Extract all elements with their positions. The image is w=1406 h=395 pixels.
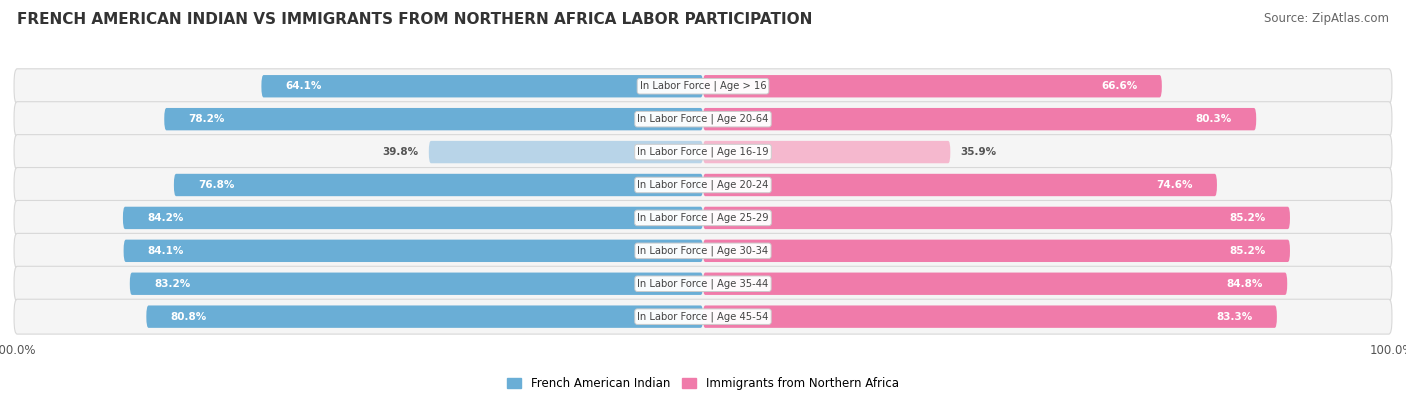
FancyBboxPatch shape bbox=[703, 305, 1277, 328]
FancyBboxPatch shape bbox=[14, 233, 1392, 268]
Text: In Labor Force | Age 30-34: In Labor Force | Age 30-34 bbox=[637, 246, 769, 256]
FancyBboxPatch shape bbox=[14, 266, 1392, 301]
Text: 84.1%: 84.1% bbox=[148, 246, 184, 256]
Text: 83.3%: 83.3% bbox=[1216, 312, 1253, 322]
FancyBboxPatch shape bbox=[174, 174, 703, 196]
Text: 66.6%: 66.6% bbox=[1101, 81, 1137, 91]
Text: 84.2%: 84.2% bbox=[148, 213, 183, 223]
FancyBboxPatch shape bbox=[703, 207, 1289, 229]
Text: In Labor Force | Age 45-54: In Labor Force | Age 45-54 bbox=[637, 311, 769, 322]
FancyBboxPatch shape bbox=[703, 108, 1256, 130]
Text: In Labor Force | Age 20-24: In Labor Force | Age 20-24 bbox=[637, 180, 769, 190]
FancyBboxPatch shape bbox=[14, 69, 1392, 103]
FancyBboxPatch shape bbox=[129, 273, 703, 295]
Text: Source: ZipAtlas.com: Source: ZipAtlas.com bbox=[1264, 12, 1389, 25]
FancyBboxPatch shape bbox=[146, 305, 703, 328]
Text: 78.2%: 78.2% bbox=[188, 114, 225, 124]
Legend: French American Indian, Immigrants from Northern Africa: French American Indian, Immigrants from … bbox=[502, 372, 904, 395]
Text: In Labor Force | Age 20-64: In Labor Force | Age 20-64 bbox=[637, 114, 769, 124]
FancyBboxPatch shape bbox=[703, 273, 1288, 295]
Text: 80.3%: 80.3% bbox=[1197, 114, 1232, 124]
FancyBboxPatch shape bbox=[14, 299, 1392, 334]
Text: 83.2%: 83.2% bbox=[153, 279, 190, 289]
Text: 85.2%: 85.2% bbox=[1230, 246, 1265, 256]
Text: In Labor Force | Age 16-19: In Labor Force | Age 16-19 bbox=[637, 147, 769, 157]
FancyBboxPatch shape bbox=[703, 141, 950, 163]
FancyBboxPatch shape bbox=[165, 108, 703, 130]
Text: 85.2%: 85.2% bbox=[1230, 213, 1265, 223]
Text: In Labor Force | Age 35-44: In Labor Force | Age 35-44 bbox=[637, 278, 769, 289]
FancyBboxPatch shape bbox=[14, 102, 1392, 137]
FancyBboxPatch shape bbox=[429, 141, 703, 163]
Text: 64.1%: 64.1% bbox=[285, 81, 322, 91]
Text: 84.8%: 84.8% bbox=[1226, 279, 1263, 289]
FancyBboxPatch shape bbox=[703, 240, 1289, 262]
FancyBboxPatch shape bbox=[262, 75, 703, 98]
FancyBboxPatch shape bbox=[14, 200, 1392, 235]
Text: 80.8%: 80.8% bbox=[170, 312, 207, 322]
FancyBboxPatch shape bbox=[14, 167, 1392, 202]
Text: 35.9%: 35.9% bbox=[960, 147, 997, 157]
Text: 76.8%: 76.8% bbox=[198, 180, 235, 190]
Text: 74.6%: 74.6% bbox=[1156, 180, 1192, 190]
FancyBboxPatch shape bbox=[14, 135, 1392, 169]
Text: In Labor Force | Age 25-29: In Labor Force | Age 25-29 bbox=[637, 213, 769, 223]
Text: In Labor Force | Age > 16: In Labor Force | Age > 16 bbox=[640, 81, 766, 92]
FancyBboxPatch shape bbox=[703, 75, 1161, 98]
Text: FRENCH AMERICAN INDIAN VS IMMIGRANTS FROM NORTHERN AFRICA LABOR PARTICIPATION: FRENCH AMERICAN INDIAN VS IMMIGRANTS FRO… bbox=[17, 12, 813, 27]
Text: 39.8%: 39.8% bbox=[382, 147, 419, 157]
FancyBboxPatch shape bbox=[124, 240, 703, 262]
FancyBboxPatch shape bbox=[122, 207, 703, 229]
FancyBboxPatch shape bbox=[703, 174, 1218, 196]
